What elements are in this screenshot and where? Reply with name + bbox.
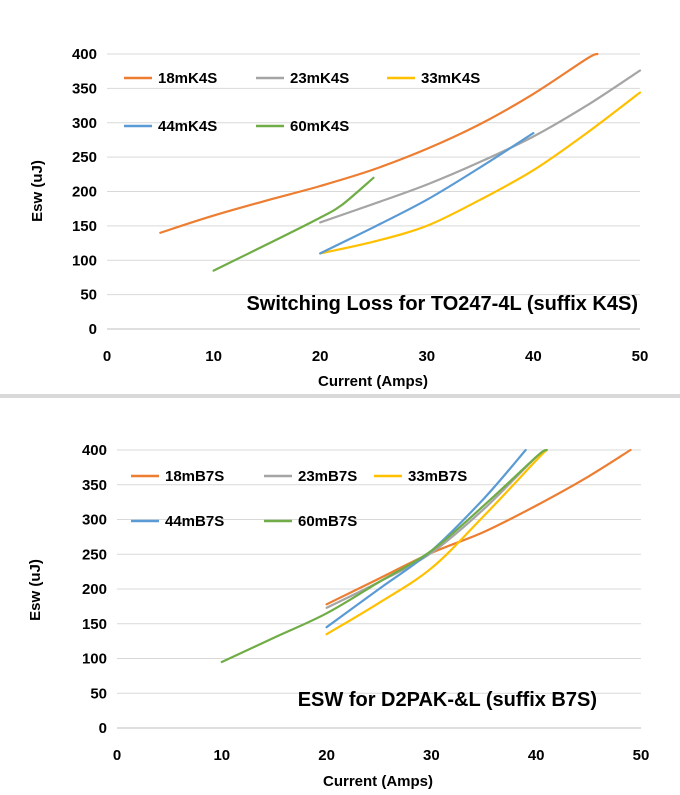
legend-label: 18mK4S	[158, 70, 217, 87]
y-tick-label: 250	[82, 546, 107, 563]
y-tick-label: 150	[72, 218, 97, 235]
legend-label: 60mB7S	[298, 513, 357, 530]
chart-annotation: ESW for D2PAK-&L (suffix B7S)	[298, 689, 597, 711]
legend-label: 33mK4S	[421, 70, 480, 87]
y-tick-label: 400	[82, 442, 107, 459]
chart-k4s: 0 50 100 150 200 250 300 350 400 0 10 20 30 40 50 18mK…	[29, 46, 649, 390]
legend-label: 18mB7S	[165, 468, 224, 485]
x-tick-label: 20	[318, 747, 335, 764]
y-tick-label: 350	[82, 477, 107, 494]
series-line-18mB7S	[325, 448, 632, 606]
legend-label: 44mB7S	[165, 513, 224, 530]
x-tick-label: 20	[312, 348, 329, 365]
series-line-60mB7S	[220, 448, 548, 664]
x-tick-label: 40	[528, 747, 545, 764]
series-line-23mK4S	[319, 69, 642, 224]
y-tick-label: 200	[82, 581, 107, 598]
y-tick-label: 0	[99, 720, 107, 737]
chart-b7s: 0 50 100 150 200 250 300 350 400 0 10 20 30 40 50 18mB…	[27, 442, 650, 790]
chart-panel-k4s: 0 50 100 150 200 250 300 350 400 0 10 20 30 40 50 18mK…	[0, 0, 680, 394]
y-tick-label: 50	[80, 287, 97, 304]
y-tick-label: 100	[82, 651, 107, 668]
legend-label: 23mB7S	[298, 468, 357, 485]
series-line-60mK4S	[212, 176, 375, 272]
y-tick-label: 50	[90, 685, 107, 702]
y-tick-label: 400	[72, 46, 97, 63]
x-tick-label: 0	[103, 348, 111, 365]
x-tick-label: 50	[633, 747, 650, 764]
y-tick-label: 350	[72, 80, 97, 97]
y-tick-label: 300	[72, 115, 97, 132]
y-tick-label: 200	[72, 184, 97, 201]
legend-label: 33mB7S	[408, 468, 467, 485]
y-tick-label: 150	[82, 616, 107, 633]
panel-divider	[0, 394, 680, 398]
legend-label: 60mK4S	[290, 118, 349, 135]
series-line-18mK4S	[159, 52, 599, 234]
x-axis-title: Current (Amps)	[318, 373, 428, 390]
y-tick-label: 300	[82, 512, 107, 529]
x-tick-label: 10	[205, 348, 222, 365]
y-tick-label: 250	[72, 149, 97, 166]
series-line-33mK4S	[319, 91, 642, 255]
x-tick-label: 0	[113, 747, 121, 764]
chart-panel-b7s: 0 50 100 150 200 250 300 350 400 0 10 20 30 40 50 18mB…	[0, 398, 680, 795]
x-axis-title: Current (Amps)	[323, 773, 433, 790]
series-line-33mB7S	[325, 448, 548, 636]
chart-annotation: Switching Loss for TO247-4L (suffix K4S)	[246, 293, 638, 315]
y-axis-title: Esw (uJ)	[29, 160, 46, 222]
x-tick-label: 30	[423, 747, 440, 764]
x-tick-label: 50	[632, 348, 649, 365]
x-tick-label: 30	[418, 348, 435, 365]
y-tick-label: 100	[72, 252, 97, 269]
series-line-44mK4S	[319, 132, 535, 255]
legend-label: 44mK4S	[158, 118, 217, 135]
x-tick-label: 40	[525, 348, 542, 365]
x-tick-label: 10	[213, 747, 230, 764]
y-tick-label: 0	[89, 321, 97, 338]
legend-label: 23mK4S	[290, 70, 349, 87]
y-axis-title: Esw (uJ)	[27, 559, 44, 621]
